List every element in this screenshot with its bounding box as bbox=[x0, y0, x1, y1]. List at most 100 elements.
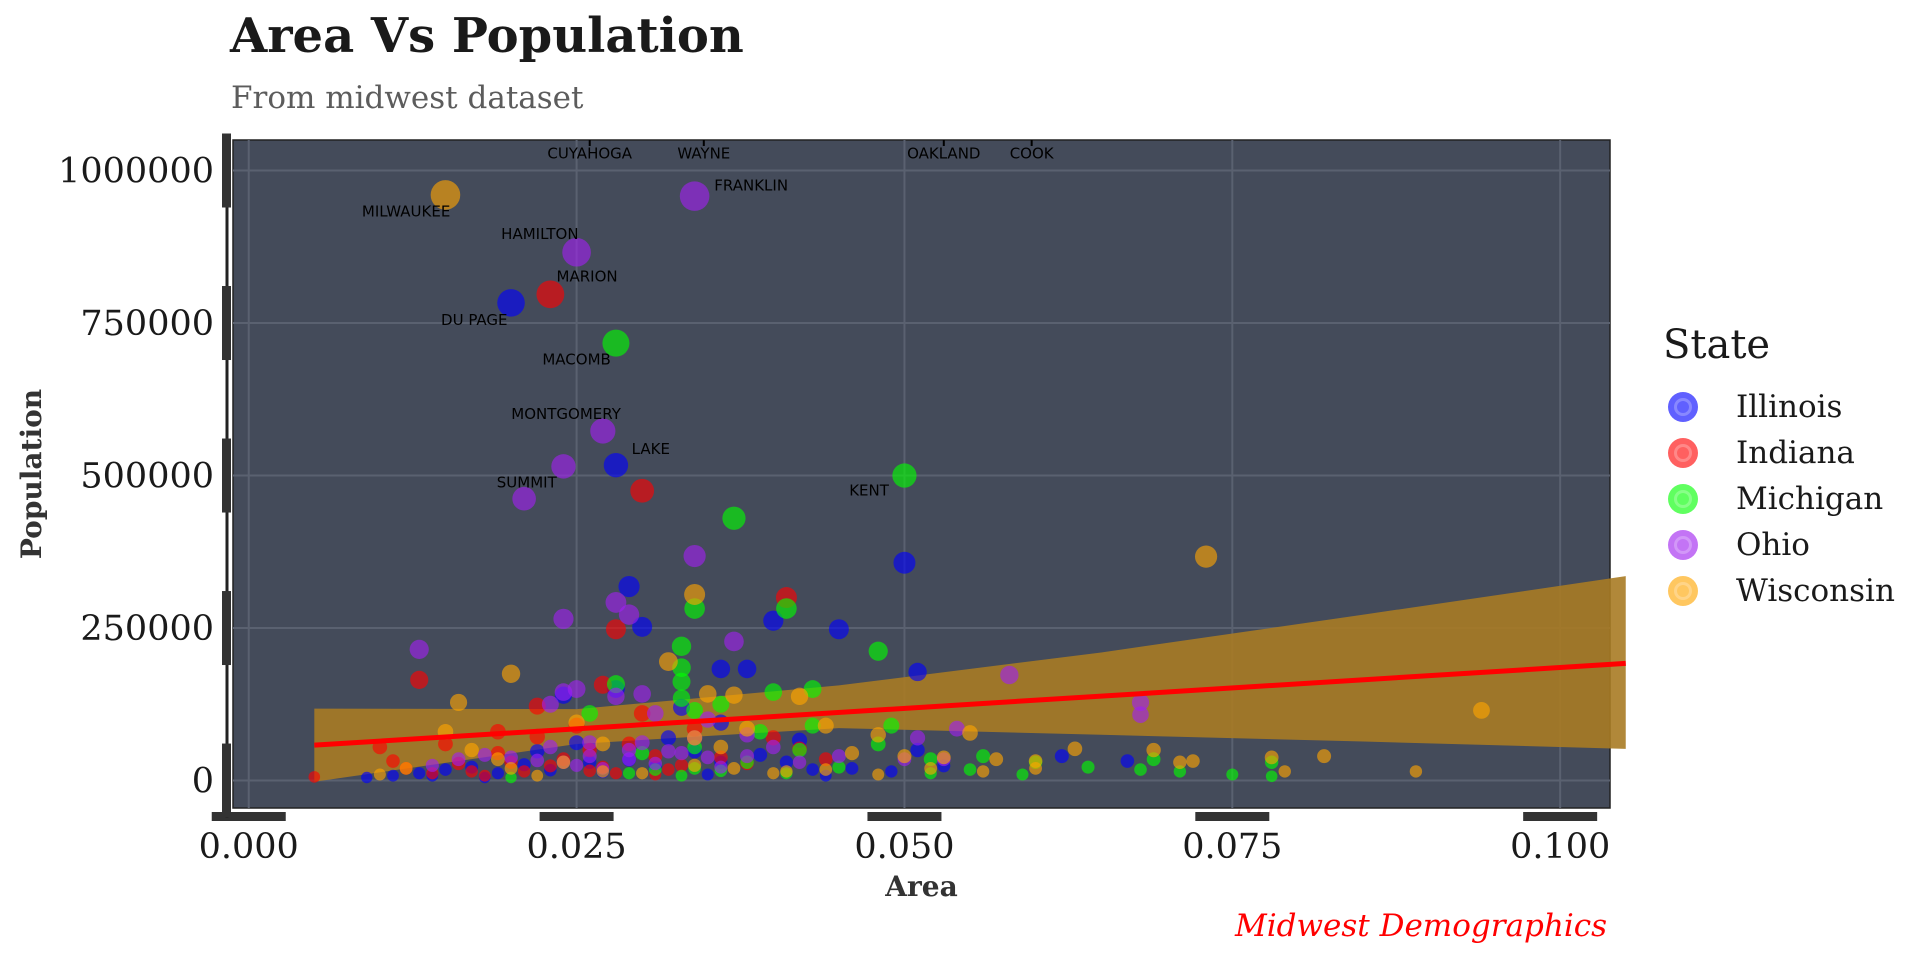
data-point bbox=[908, 662, 927, 682]
data-point bbox=[491, 752, 505, 767]
data-point bbox=[1029, 761, 1042, 775]
x-tick-label: 0.050 bbox=[854, 827, 954, 867]
data-point bbox=[582, 735, 598, 751]
data-point bbox=[725, 686, 743, 704]
data-points bbox=[308, 180, 1490, 784]
data-point bbox=[910, 742, 925, 758]
data-point bbox=[766, 739, 781, 755]
data-point bbox=[1132, 706, 1149, 723]
data-point bbox=[936, 750, 951, 765]
data-point bbox=[410, 670, 429, 689]
data-point bbox=[590, 418, 616, 444]
data-point bbox=[554, 683, 573, 701]
data-point bbox=[361, 771, 373, 784]
x-tick-mark bbox=[539, 812, 614, 821]
data-point bbox=[425, 758, 439, 772]
data-point bbox=[883, 717, 900, 734]
county-label: LAKE bbox=[632, 440, 670, 458]
trend-line-group bbox=[314, 660, 1626, 748]
data-point bbox=[1173, 765, 1187, 778]
data-point bbox=[308, 771, 321, 783]
data-point bbox=[818, 752, 833, 767]
data-point bbox=[581, 705, 599, 722]
data-point bbox=[739, 720, 755, 737]
data-point bbox=[630, 478, 655, 503]
data-point bbox=[541, 695, 559, 713]
data-point bbox=[387, 769, 399, 782]
data-point bbox=[674, 758, 689, 772]
data-point bbox=[1173, 755, 1187, 769]
data-point bbox=[373, 768, 386, 781]
data-point bbox=[595, 736, 611, 752]
data-point bbox=[989, 752, 1004, 767]
county-label: MACOMB bbox=[542, 350, 610, 368]
data-point bbox=[1081, 760, 1095, 774]
data-point bbox=[831, 749, 846, 764]
confidence-band-area bbox=[314, 576, 1626, 782]
data-point bbox=[658, 652, 678, 671]
data-point bbox=[582, 749, 597, 764]
data-point bbox=[536, 280, 565, 309]
county-label: OAKLAND bbox=[907, 144, 980, 162]
x-tick-label: 0.075 bbox=[1182, 827, 1282, 867]
data-point bbox=[583, 764, 597, 778]
data-point bbox=[605, 619, 626, 640]
legend-key-core bbox=[1677, 401, 1689, 413]
data-point bbox=[924, 761, 938, 775]
x-axis-title: Area bbox=[884, 870, 957, 903]
data-point bbox=[504, 761, 518, 775]
data-point bbox=[562, 237, 591, 267]
data-point bbox=[602, 329, 630, 357]
data-point bbox=[1278, 765, 1291, 778]
data-point bbox=[817, 717, 834, 734]
data-point bbox=[804, 717, 821, 734]
county-label: CUYAHOGA bbox=[547, 144, 632, 162]
data-point bbox=[512, 486, 536, 511]
x-tick-mark bbox=[867, 812, 942, 821]
data-point bbox=[596, 765, 610, 778]
data-point bbox=[687, 730, 703, 746]
data-point bbox=[1409, 765, 1423, 778]
data-point bbox=[1120, 754, 1135, 768]
data-point bbox=[976, 749, 991, 764]
data-point bbox=[790, 687, 809, 706]
y-tick-mark bbox=[222, 591, 231, 666]
data-point bbox=[764, 683, 783, 701]
data-point bbox=[949, 720, 965, 737]
x-tick-mark bbox=[211, 812, 286, 821]
data-point bbox=[1265, 770, 1278, 783]
data-point bbox=[622, 752, 636, 767]
legend-label: Indiana bbox=[1736, 435, 1855, 471]
data-point bbox=[963, 763, 977, 776]
data-point bbox=[662, 763, 675, 776]
data-point bbox=[593, 675, 612, 694]
county-labels: CUYAHOGA WAYNE OAKLAND COOK FRANKLIN MILWAUKE… bbox=[362, 140, 1055, 500]
legend-item-wisconsin: Wisconsin bbox=[1663, 568, 1895, 614]
county-label: HAMILTON bbox=[501, 225, 578, 243]
data-point bbox=[449, 693, 468, 712]
data-point bbox=[1473, 701, 1490, 719]
data-point bbox=[1226, 768, 1239, 781]
legend-item-ohio: Ohio bbox=[1663, 522, 1895, 568]
data-point bbox=[465, 765, 478, 778]
data-point bbox=[1067, 741, 1083, 757]
data-point bbox=[700, 750, 715, 765]
data-point bbox=[409, 639, 429, 659]
data-point bbox=[413, 767, 426, 780]
data-point bbox=[711, 659, 731, 679]
legend-label: Ohio bbox=[1736, 527, 1810, 563]
data-point bbox=[632, 616, 653, 637]
data-point bbox=[430, 180, 461, 210]
data-point bbox=[553, 608, 574, 629]
data-point bbox=[698, 685, 717, 703]
county-label: SUMMIT bbox=[497, 474, 558, 492]
data-point bbox=[439, 763, 452, 776]
legend: State Illinois Indiana Michigan Ohio Wiscons… bbox=[1663, 322, 1895, 614]
county-label: DU PAGE bbox=[441, 311, 507, 329]
trend-line bbox=[314, 660, 1626, 748]
legend-key-core bbox=[1677, 447, 1689, 459]
y-tick-label: 750000 bbox=[80, 304, 214, 344]
data-point bbox=[1054, 749, 1069, 764]
data-point bbox=[609, 767, 623, 780]
data-point bbox=[962, 725, 978, 741]
